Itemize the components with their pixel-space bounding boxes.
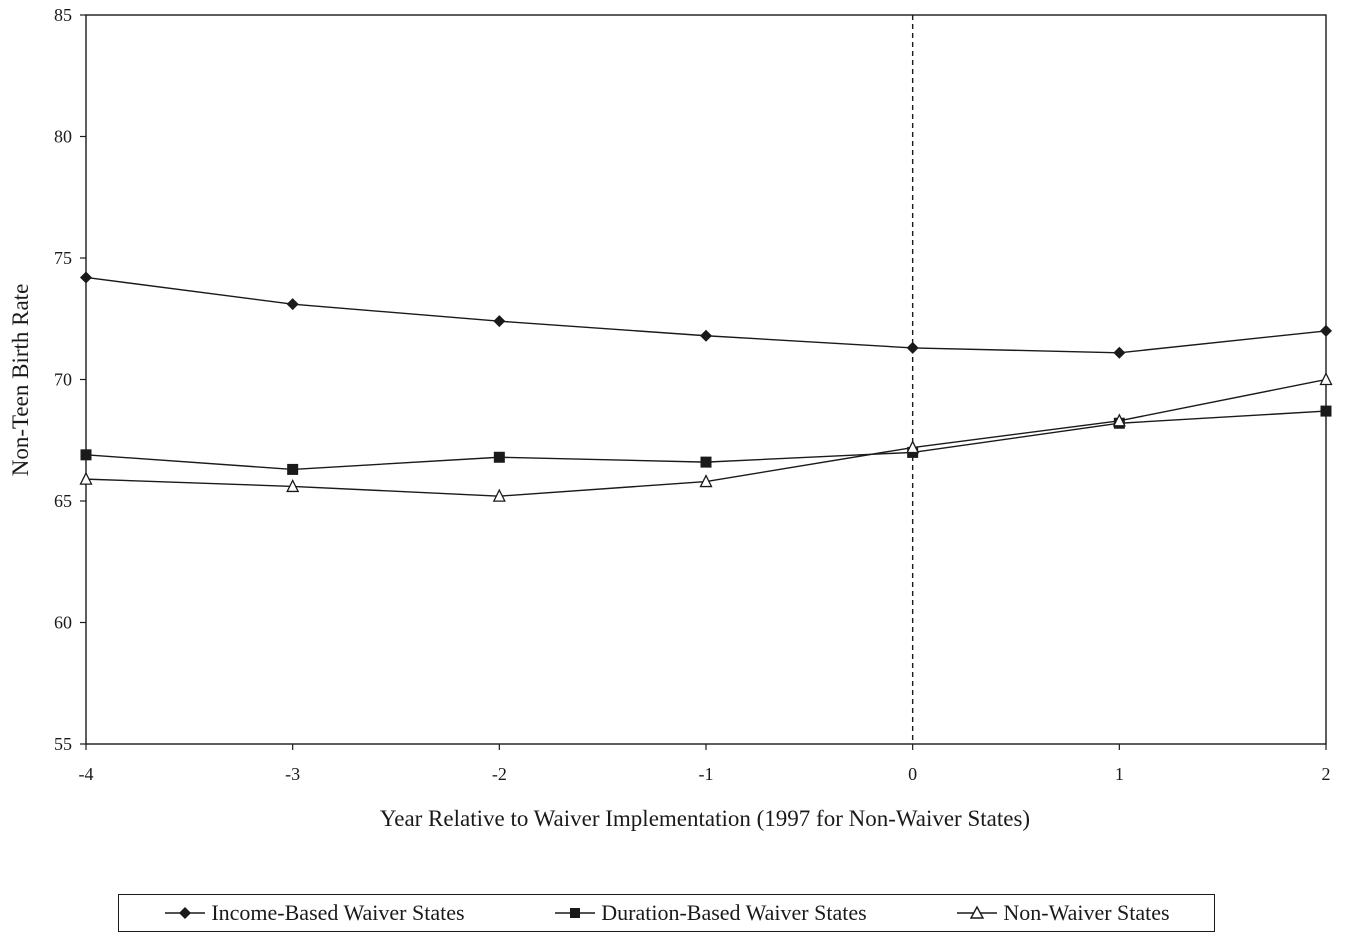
data-point-square bbox=[700, 456, 712, 468]
x-tick-label: 1 bbox=[1115, 764, 1124, 784]
y-tick-label: 60 bbox=[54, 613, 72, 633]
y-tick-label: 55 bbox=[54, 734, 72, 754]
data-point-triangle bbox=[906, 440, 920, 454]
series-layer bbox=[79, 271, 1333, 502]
legend-label-nonwaiver: Non-Waiver States bbox=[1003, 900, 1170, 925]
plot-frame bbox=[85, 14, 1327, 745]
data-point-diamond bbox=[80, 271, 92, 284]
legend-label-duration: Duration-Based Waiver States bbox=[601, 900, 867, 925]
x-tick-label: -2 bbox=[492, 764, 507, 784]
x-tick-label: -1 bbox=[699, 764, 714, 784]
data-point-diamond bbox=[1320, 324, 1332, 337]
triangle-marker-icon bbox=[957, 905, 998, 919]
diamond-marker-icon bbox=[165, 907, 206, 919]
x-tick-label: -4 bbox=[79, 764, 94, 784]
y-tick-label: 75 bbox=[54, 248, 72, 268]
x-tick-label: 0 bbox=[908, 764, 917, 784]
chart-axes: 55 60 65 70 75 80 85 -4 -3 -2 -1 0 1 2 bbox=[54, 5, 1331, 784]
data-point-diamond bbox=[286, 298, 299, 311]
data-point-diamond bbox=[1113, 346, 1126, 359]
x-tick-label: 2 bbox=[1322, 764, 1331, 784]
data-point-square bbox=[493, 451, 505, 463]
data-point-triangle bbox=[492, 488, 506, 502]
data-point-triangle bbox=[79, 471, 93, 485]
data-point-square bbox=[287, 463, 299, 475]
legend-item-income: Income-Based Waiver States bbox=[163, 900, 465, 926]
data-point-square bbox=[1320, 405, 1332, 417]
legend-item-duration: Duration-Based Waiver States bbox=[553, 900, 867, 926]
data-point-square bbox=[80, 449, 92, 461]
data-point-diamond bbox=[906, 341, 919, 354]
x-tick-label: -3 bbox=[285, 764, 300, 784]
y-tick-label: 70 bbox=[54, 370, 72, 390]
line-chart: 55 60 65 70 75 80 85 -4 -3 -2 -1 0 1 2 Year Relative … bbox=[8, 5, 1333, 831]
y-tick-label: 85 bbox=[54, 5, 72, 25]
y-tick-label: 80 bbox=[54, 127, 72, 147]
legend-item-nonwaiver: Non-Waiver States bbox=[955, 900, 1170, 926]
data-point-diamond bbox=[700, 329, 712, 342]
data-point-triangle bbox=[1112, 413, 1126, 427]
data-point-triangle bbox=[286, 478, 300, 493]
x-axis-label: Year Relative to Waiver Implementation (… bbox=[380, 806, 1030, 831]
legend-label-income: Income-Based Waiver States bbox=[211, 900, 465, 925]
data-point-triangle bbox=[699, 474, 713, 488]
y-axis-label: Non-Teen Birth Rate bbox=[8, 284, 33, 477]
legend: Income-Based Waiver States Duration-Base… bbox=[118, 894, 1215, 932]
data-point-triangle bbox=[1319, 372, 1333, 386]
data-point-diamond bbox=[493, 315, 506, 328]
y-tick-label: 65 bbox=[54, 491, 72, 511]
square-marker-icon bbox=[555, 908, 596, 918]
